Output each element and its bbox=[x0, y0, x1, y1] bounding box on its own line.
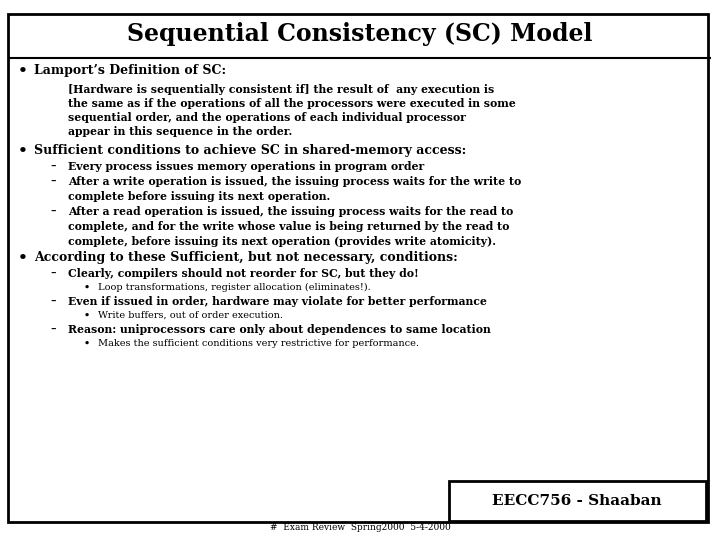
Text: Makes the sufficient conditions very restrictive for performance.: Makes the sufficient conditions very res… bbox=[98, 339, 419, 348]
Text: •: • bbox=[18, 251, 28, 265]
Text: Clearly, compilers should not reorder for SC, but they do!: Clearly, compilers should not reorder fo… bbox=[68, 268, 419, 279]
Text: Every process issues memory operations in program order: Every process issues memory operations i… bbox=[68, 161, 424, 172]
Text: •: • bbox=[18, 144, 28, 158]
Text: #  Exam Review  Spring2000  5-4-2000: # Exam Review Spring2000 5-4-2000 bbox=[269, 523, 451, 532]
Text: After a write operation is issued, the issuing process waits for the write to: After a write operation is issued, the i… bbox=[68, 176, 521, 187]
Text: complete, before issuing its next operation (provides write atomicity).: complete, before issuing its next operat… bbox=[68, 236, 496, 247]
Text: •: • bbox=[84, 283, 90, 292]
Text: –: – bbox=[50, 324, 55, 335]
Text: appear in this sequence in the order.: appear in this sequence in the order. bbox=[68, 126, 292, 137]
Text: EECC756 - Shaaban: EECC756 - Shaaban bbox=[492, 494, 662, 508]
Text: •: • bbox=[84, 339, 90, 348]
Text: Loop transformations, register allocation (eliminates!).: Loop transformations, register allocatio… bbox=[98, 283, 371, 292]
Text: –: – bbox=[50, 176, 55, 187]
Text: After a read operation is issued, the issuing process waits for the read to: After a read operation is issued, the is… bbox=[68, 206, 513, 217]
Text: the same as if the operations of all the processors were executed in some: the same as if the operations of all the… bbox=[68, 98, 516, 109]
Text: –: – bbox=[50, 268, 55, 279]
Text: Write buffers, out of order execution.: Write buffers, out of order execution. bbox=[98, 311, 283, 320]
Text: complete, and for the write whose value is being returned by the read to: complete, and for the write whose value … bbox=[68, 221, 509, 232]
Text: –: – bbox=[50, 296, 55, 307]
Text: According to these Sufficient, but not necessary, conditions:: According to these Sufficient, but not n… bbox=[34, 251, 458, 264]
Text: sequential order, and the operations of each individual processor: sequential order, and the operations of … bbox=[68, 112, 466, 123]
Text: complete before issuing its next operation.: complete before issuing its next operati… bbox=[68, 191, 330, 202]
Text: Reason: uniprocessors care only about dependences to same location: Reason: uniprocessors care only about de… bbox=[68, 324, 491, 335]
FancyBboxPatch shape bbox=[449, 481, 706, 521]
Text: •: • bbox=[84, 311, 90, 320]
Text: Even if issued in order, hardware may violate for better performance: Even if issued in order, hardware may vi… bbox=[68, 296, 487, 307]
Text: Sufficient conditions to achieve SC in shared-memory access:: Sufficient conditions to achieve SC in s… bbox=[34, 144, 467, 157]
Text: –: – bbox=[50, 161, 55, 172]
Text: •: • bbox=[18, 64, 28, 78]
Text: Lamport’s Definition of SC:: Lamport’s Definition of SC: bbox=[34, 64, 226, 77]
Text: –: – bbox=[50, 206, 55, 217]
Text: Sequential Consistency (SC) Model: Sequential Consistency (SC) Model bbox=[127, 22, 593, 46]
Text: [Hardware is sequentially consistent if] the result of  any execution is: [Hardware is sequentially consistent if]… bbox=[68, 84, 494, 95]
